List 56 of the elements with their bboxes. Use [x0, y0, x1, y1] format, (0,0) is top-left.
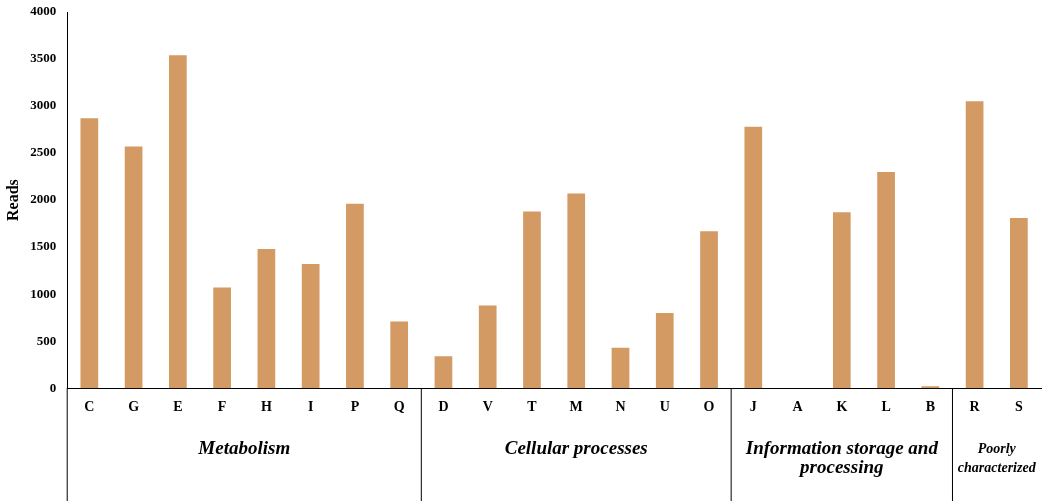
x-tick-label: I: [307, 399, 314, 415]
y-tick-label: 500: [36, 332, 57, 348]
bar: [1010, 217, 1028, 389]
bar: [301, 264, 320, 389]
bar: [832, 212, 851, 389]
text: Cellular processes: [504, 436, 648, 458]
bar: [169, 55, 187, 389]
x-tick-label: F: [217, 399, 227, 415]
y-tick-label: 4000: [30, 3, 57, 19]
x-tick-label: V: [482, 399, 493, 415]
x-tick-label: P: [350, 399, 360, 415]
x-tick-label: D: [438, 399, 449, 415]
x-tick-label: M: [569, 399, 583, 415]
bar: [567, 193, 586, 389]
x-tick-label: L: [881, 399, 891, 415]
bar: [80, 118, 99, 389]
text: Poorly characterized: [957, 440, 1037, 475]
bar: [523, 211, 541, 389]
x-tick-label: R: [969, 399, 981, 415]
x-tick-label: E: [173, 399, 183, 415]
bar: [124, 146, 143, 389]
x-tick-label: U: [659, 399, 670, 415]
x-tick-label: Q: [393, 399, 405, 415]
bar: [700, 231, 718, 389]
x-tick-label: T: [527, 399, 538, 415]
bar: [434, 356, 453, 389]
y-tick-label: 1000: [30, 285, 57, 301]
bar: [390, 321, 409, 389]
y-tick-label: 2500: [30, 144, 57, 160]
x-tick-label: J: [749, 399, 757, 415]
x-tick-label: N: [615, 399, 626, 415]
bar: [257, 249, 276, 389]
bar: [744, 126, 763, 389]
bar: [478, 305, 497, 389]
y-tick-label: 2000: [30, 191, 57, 207]
x-tick-label: S: [1014, 399, 1023, 415]
y-tick-label: 1500: [30, 238, 57, 254]
x-tick-label: B: [925, 399, 936, 415]
y-tick-label: 3500: [30, 50, 57, 66]
x-tick-label: G: [128, 399, 140, 415]
bar: [965, 101, 984, 389]
bar: [346, 203, 364, 389]
y-axis-title: Reads: [3, 179, 21, 221]
x-tick-label: C: [84, 399, 95, 415]
text: Metabolism: [197, 436, 291, 458]
bar: [213, 287, 231, 389]
x-tick-label: A: [792, 399, 804, 415]
bar: [877, 171, 895, 389]
y-tick-label: 0: [49, 379, 57, 395]
x-tick-label: H: [260, 399, 272, 415]
bar: [611, 347, 630, 389]
x-tick-label: O: [703, 399, 715, 415]
x-tick-label: K: [836, 399, 848, 415]
text: Information storage and processing: [744, 436, 939, 477]
y-tick-label: 3000: [30, 97, 57, 113]
bar: [655, 312, 674, 389]
